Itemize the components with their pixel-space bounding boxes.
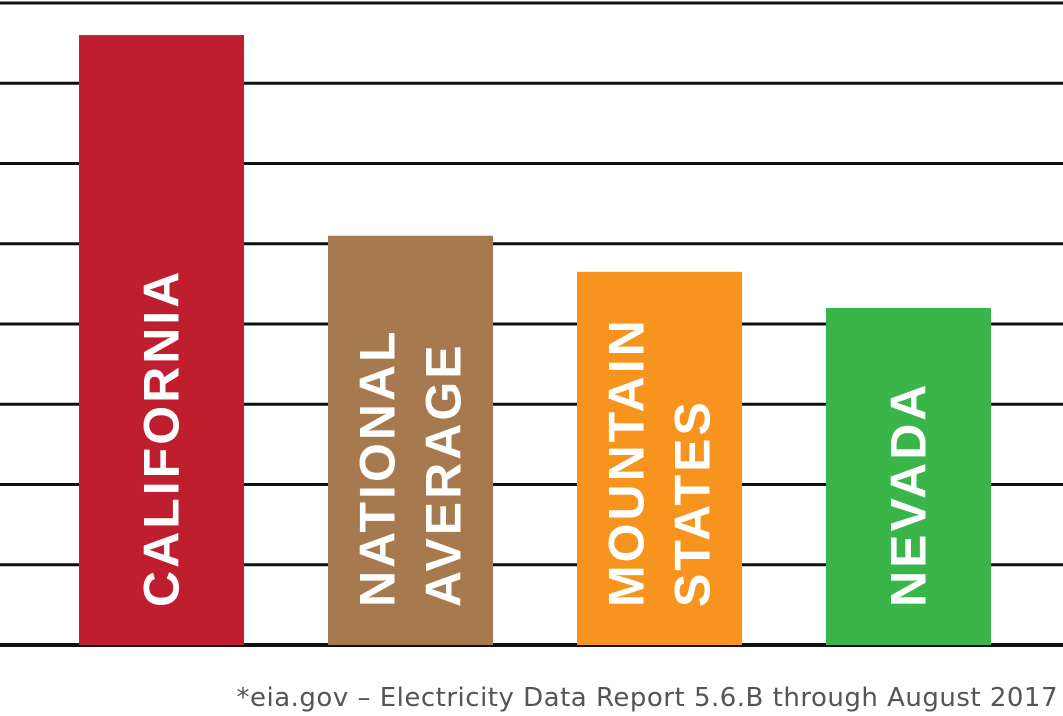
source-footnote: *eia.gov – Electricity Data Report 5.6.B… bbox=[236, 683, 1058, 713]
bars bbox=[79, 35, 991, 646]
bar-national-average bbox=[328, 235, 493, 645]
bar-label: CALIFORNIA bbox=[134, 269, 190, 607]
bar-label: NEVADA bbox=[881, 382, 937, 607]
bar-california bbox=[79, 35, 244, 646]
bar-nevada bbox=[826, 307, 991, 645]
bar-mountain-states bbox=[577, 271, 742, 645]
bar-label: STATES bbox=[665, 399, 721, 607]
bar-labels: CALIFORNIA NATIONAL AVERAGE MOUNTAIN STATES N… bbox=[134, 269, 937, 607]
bar-label: MOUNTAIN bbox=[599, 317, 655, 607]
bar-label: NATIONAL bbox=[350, 328, 406, 607]
bar-label: AVERAGE bbox=[416, 342, 472, 607]
